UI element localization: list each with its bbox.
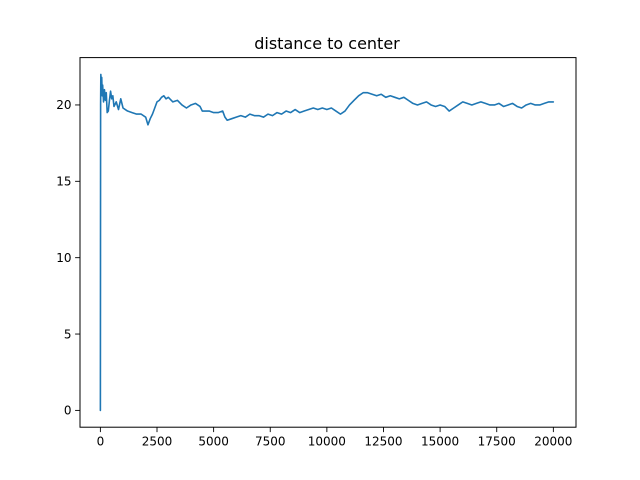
y-tick-label: 15 xyxy=(56,175,71,189)
y-axis: 0 5 10 15 20 xyxy=(56,98,80,418)
chart-title: distance to center xyxy=(254,34,400,53)
plot-area xyxy=(79,57,577,428)
x-tick-label: 20000 xyxy=(534,435,572,449)
y-tick-label: 20 xyxy=(56,98,71,112)
distance-series-line xyxy=(99,73,555,412)
x-axis: 0 2500 5000 7500 10000 12500 15000 17500 20000 xyxy=(97,427,572,449)
x-tick-label: 15000 xyxy=(421,435,459,449)
y-tick-label: 5 xyxy=(64,327,72,341)
x-tick-label: 17500 xyxy=(478,435,516,449)
y-tick-label: 10 xyxy=(56,251,71,265)
x-tick-label: 7500 xyxy=(255,435,286,449)
x-tick-label: 12500 xyxy=(364,435,402,449)
x-tick-label: 5000 xyxy=(198,435,229,449)
x-tick-label: 2500 xyxy=(142,435,173,449)
x-tick-label: 0 xyxy=(97,435,105,449)
x-tick-label: 10000 xyxy=(308,435,346,449)
y-tick-label: 0 xyxy=(64,404,72,418)
series-layer xyxy=(99,73,555,412)
